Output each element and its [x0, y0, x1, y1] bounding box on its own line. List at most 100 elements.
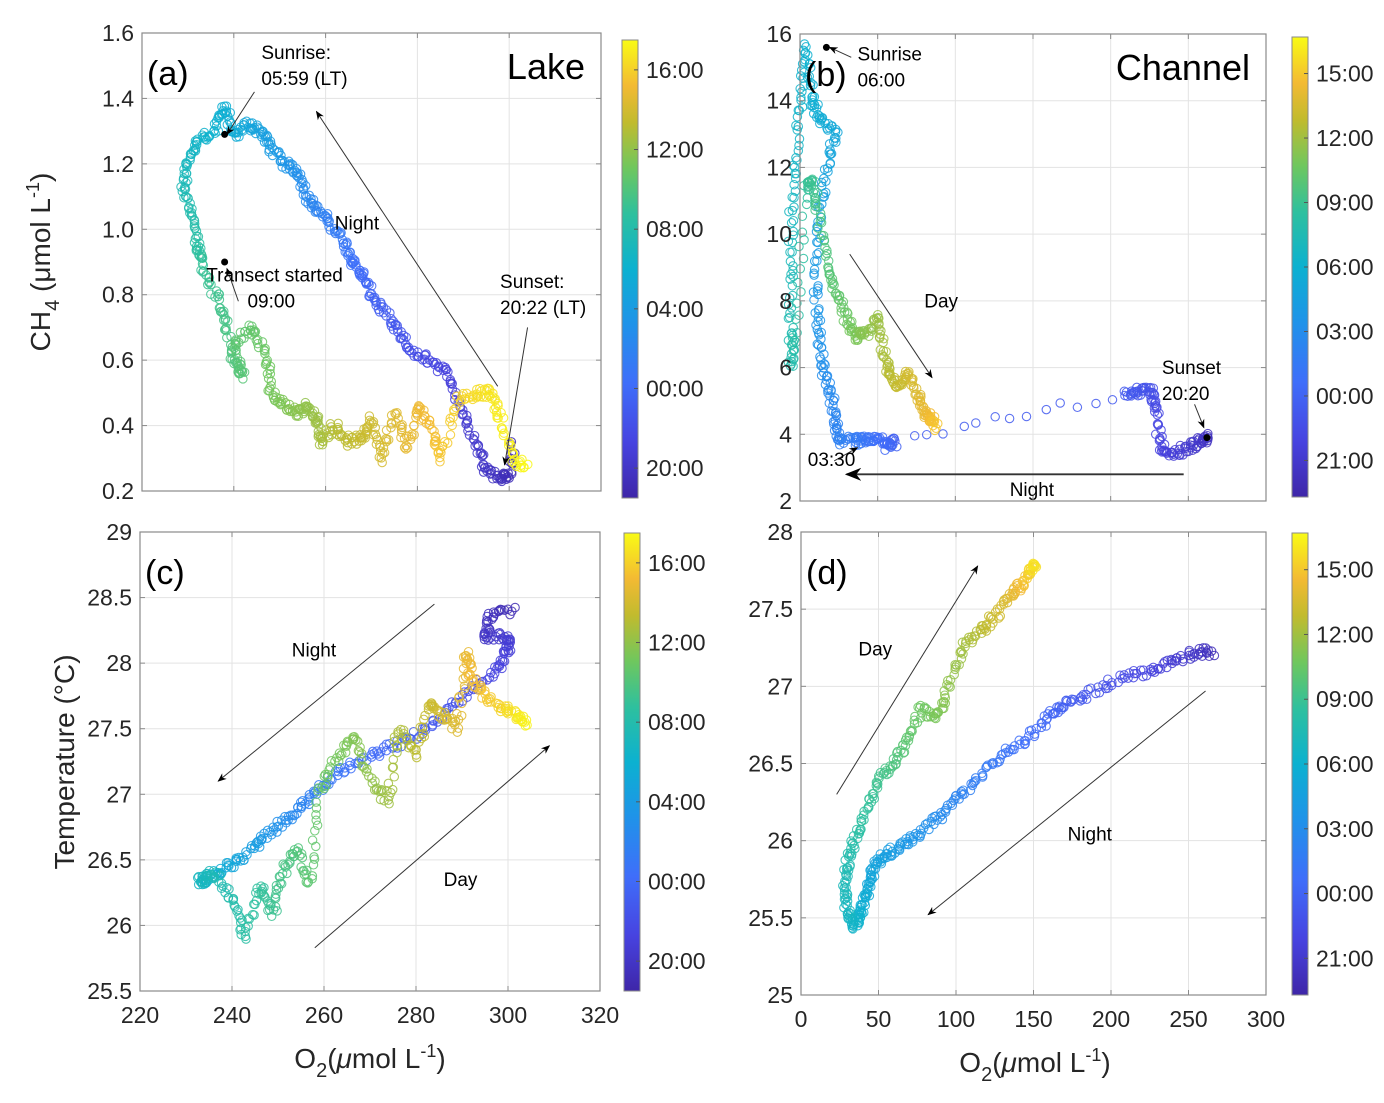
- data-point: [872, 778, 882, 788]
- data-point: [351, 735, 361, 745]
- annotation-arrow: [226, 91, 255, 136]
- data-point: [181, 177, 191, 188]
- data-point: [478, 450, 489, 460]
- annotation-text: 06:00: [857, 71, 905, 92]
- data-point: [333, 418, 343, 429]
- data-point: [213, 126, 224, 136]
- data-point: [486, 692, 496, 702]
- y-tick-label: 12: [766, 154, 792, 180]
- data-point: [787, 237, 798, 248]
- data-point: [307, 835, 318, 845]
- data-point: [504, 647, 514, 658]
- data-point: [833, 294, 844, 305]
- x-tick-label: 300: [489, 1002, 527, 1028]
- data-point: [215, 870, 225, 881]
- colorbar: 20:00 00:00 04:00 08:00 12:00 16:00: [623, 532, 706, 992]
- data-point: [927, 416, 938, 427]
- panel-label: (c): [145, 554, 185, 592]
- annotation: Sunrise 06:00: [828, 45, 922, 92]
- data-point: [240, 922, 251, 933]
- colorbar-tick-label: 03:00: [1316, 318, 1374, 344]
- data-point: [190, 233, 201, 244]
- data-point: [357, 748, 367, 759]
- data-point: [383, 435, 394, 445]
- y-tick-label: 27.5: [748, 596, 793, 622]
- data-point: [377, 457, 387, 468]
- data-point: [996, 750, 1007, 760]
- data-point: [869, 793, 880, 804]
- data-point: [792, 125, 802, 135]
- annotation-arrow: [217, 603, 435, 782]
- annotation: Night: [844, 467, 1184, 501]
- data-point: [785, 308, 795, 318]
- data-point: [503, 468, 513, 478]
- data-point: [189, 221, 200, 231]
- data-point: [802, 72, 813, 83]
- data-point: [955, 647, 965, 658]
- data-point: [461, 653, 471, 663]
- data-point: [406, 741, 416, 752]
- data-point: [813, 340, 824, 350]
- data-point: [948, 795, 959, 806]
- colorbar-tick-label: 15:00: [1316, 61, 1374, 87]
- annotation-arrow: [849, 253, 933, 379]
- data-point: [824, 398, 835, 408]
- data-point: [520, 721, 531, 731]
- data-point: [796, 95, 806, 106]
- annotation-text: Day: [444, 870, 478, 891]
- data-point: [293, 802, 303, 812]
- data-point: [326, 756, 337, 766]
- data-point: [855, 902, 865, 913]
- panel-a: Sunrise: 05:59 (LT) Transect started 09:00 N…: [102, 20, 704, 504]
- data-point: [786, 303, 797, 313]
- data-point: [819, 192, 829, 202]
- data-point: [862, 433, 872, 444]
- data-point: [856, 330, 867, 340]
- annotation: Day: [314, 745, 551, 949]
- y-tick-label: 1.0: [102, 216, 134, 242]
- data-point: [452, 727, 463, 737]
- data-point: [1042, 713, 1053, 724]
- data-point: [247, 909, 258, 920]
- data-point: [441, 711, 451, 721]
- data-point: [994, 756, 1004, 767]
- data-point: [1119, 386, 1130, 397]
- data-point: [296, 849, 307, 859]
- annotation-arrow: [226, 267, 239, 302]
- colorbar-tick-label: 20:00: [648, 948, 706, 974]
- data-point: [1055, 398, 1065, 408]
- data-point: [310, 826, 320, 836]
- data-point: [221, 858, 232, 868]
- data-point: [966, 779, 976, 789]
- data-point: [1004, 413, 1015, 424]
- data-point: [407, 432, 417, 442]
- data-point: [793, 277, 803, 288]
- data-point: [235, 356, 246, 367]
- colorbar-tick-label: 16:00: [646, 57, 704, 83]
- annotation: Day: [836, 565, 979, 795]
- data-point: [878, 346, 889, 356]
- data-point: [386, 422, 396, 433]
- data-point: [179, 164, 189, 174]
- data-point: [297, 852, 308, 863]
- data-point: [798, 253, 809, 264]
- data-point: [335, 751, 346, 761]
- data-point: [241, 934, 251, 944]
- data-point: [815, 216, 826, 227]
- data-point: [879, 333, 889, 344]
- data-point: [784, 293, 795, 303]
- data-point: [836, 307, 847, 317]
- data-point: [904, 367, 914, 377]
- panel-label: (a): [147, 55, 189, 93]
- data-point: [438, 361, 448, 372]
- data-point: [401, 732, 412, 743]
- y-tick-label: 26.5: [87, 847, 132, 873]
- data-point: [335, 229, 346, 239]
- colorbar: 21:00 00:00 03:00 06:00 09:00 12:00 15:00: [1291, 532, 1374, 996]
- y-tick-label: 0.6: [102, 347, 134, 373]
- data-point: [448, 412, 458, 423]
- data-point: [839, 889, 850, 900]
- data-point: [342, 237, 352, 248]
- y-tick-label: 14: [766, 88, 792, 114]
- data-point: [506, 706, 517, 716]
